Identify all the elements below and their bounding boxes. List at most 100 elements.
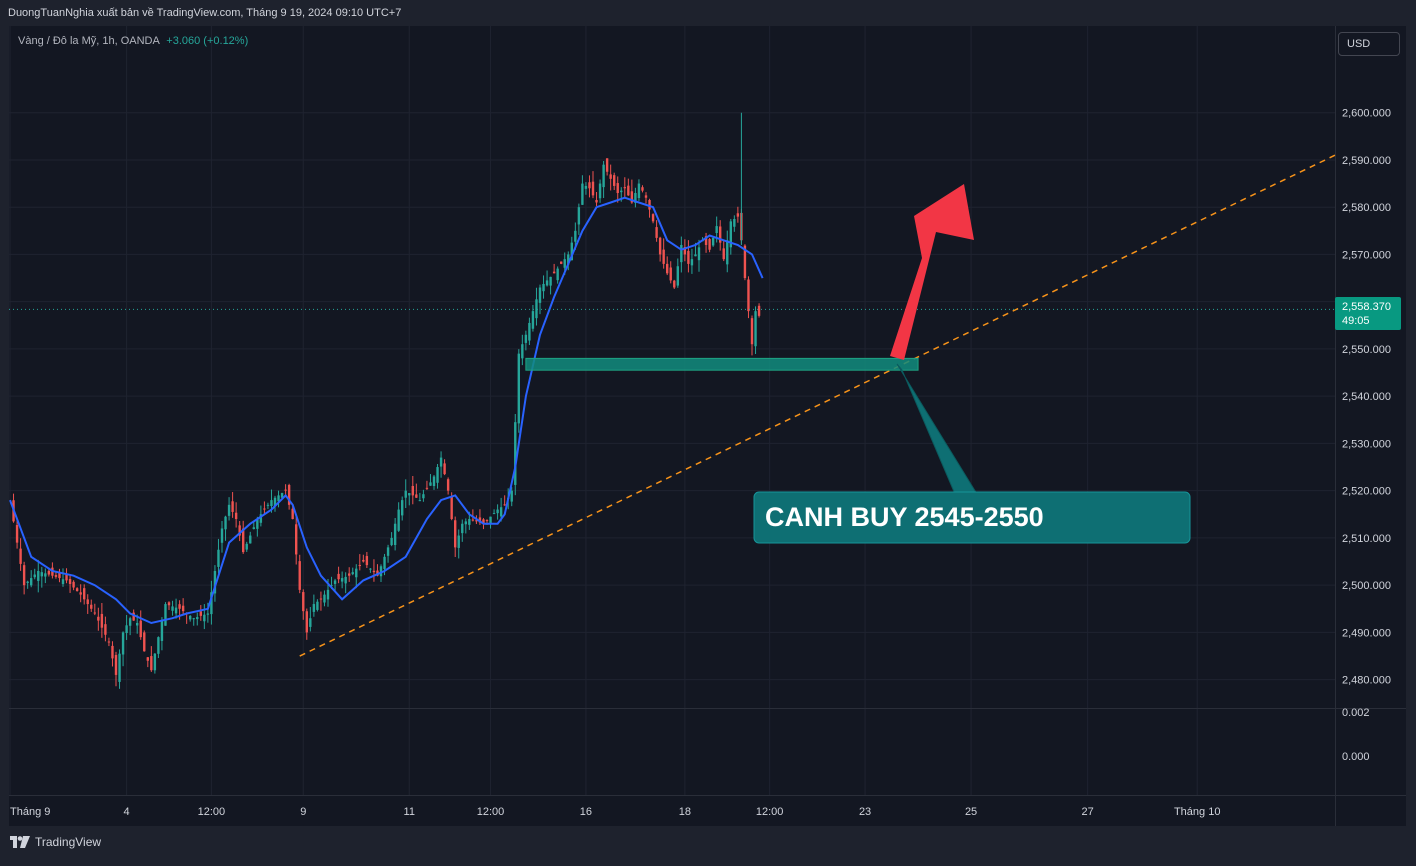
candle-body <box>517 353 520 424</box>
candle-body <box>524 334 528 343</box>
ema-line <box>9 196 764 625</box>
y-tick-label: 2,570.000 <box>1342 249 1391 261</box>
x-tick-label: 4 <box>124 806 130 818</box>
footer-brand[interactable]: TradingView <box>10 835 101 849</box>
price-change: +3.060 (+0.12%) <box>166 35 249 47</box>
candle-body <box>422 494 425 499</box>
candle-body <box>651 214 655 222</box>
candle-body <box>58 573 61 579</box>
candle-body <box>146 657 149 661</box>
candle-body <box>673 280 676 288</box>
x-tick-label: 12:00 <box>198 806 226 818</box>
candle-body <box>429 482 432 486</box>
up-arrow[interactable] <box>890 184 974 360</box>
candle-body <box>634 193 637 203</box>
candle-body <box>556 268 559 281</box>
candle-body <box>238 525 241 536</box>
candle-body <box>263 508 266 510</box>
candle-body <box>514 422 517 485</box>
candle-body <box>121 632 125 655</box>
candle-body <box>711 237 715 246</box>
candle-body <box>415 494 418 498</box>
candle-body <box>432 476 436 487</box>
symbol-name[interactable]: Vàng / Đô la Mỹ, 1h, OANDA <box>18 35 160 47</box>
candle-body <box>72 581 75 588</box>
candle-body <box>136 622 139 626</box>
candle-body <box>33 574 36 578</box>
candle-body <box>351 572 354 575</box>
candle-body <box>630 191 634 203</box>
candle-body <box>637 183 641 198</box>
candle-body <box>319 598 323 600</box>
trendline[interactable] <box>299 154 1336 657</box>
candle-body <box>298 561 301 590</box>
candle-body <box>383 556 386 569</box>
candle-body <box>545 280 549 286</box>
candle-body <box>482 519 485 524</box>
candle-body <box>485 520 489 522</box>
candle-body <box>393 523 397 545</box>
candle-body <box>620 190 623 193</box>
candle-body <box>386 547 390 556</box>
candle-body <box>231 501 234 512</box>
candle-body <box>372 570 376 573</box>
candle-body <box>577 207 581 225</box>
candle-body <box>181 605 185 612</box>
candle-body <box>450 496 453 520</box>
publisher-line: DuongTuanNghia xuất bản về TradingView.c… <box>8 7 402 19</box>
candle-body <box>397 509 400 531</box>
candle-body <box>496 509 499 514</box>
candle-body <box>697 247 701 261</box>
candle-body <box>570 242 573 261</box>
x-tick-label: Tháng 10 <box>1174 806 1220 818</box>
candle-body <box>538 287 542 303</box>
candle-body <box>641 187 644 191</box>
candle-body <box>277 495 280 502</box>
x-tick-label: 25 <box>965 806 977 818</box>
candle-body <box>118 653 121 682</box>
candle-body <box>90 604 93 609</box>
candle-body <box>224 516 227 530</box>
candle-body <box>259 514 263 523</box>
candle-body <box>401 500 404 516</box>
candle-body <box>340 578 344 582</box>
candle-body <box>83 588 86 600</box>
candle-body <box>655 227 658 238</box>
candle-body <box>425 487 429 489</box>
candle-body <box>54 575 58 577</box>
candle-body <box>333 580 337 584</box>
candle-body <box>690 259 694 266</box>
candle-body <box>457 535 460 548</box>
y-tick-label: 2,510.000 <box>1342 533 1391 545</box>
candle-body <box>93 612 96 614</box>
candle-body <box>150 656 153 671</box>
plot-background <box>9 26 1406 826</box>
candle-body <box>362 559 365 562</box>
candle-body <box>411 486 414 496</box>
x-tick-label: Tháng 9 <box>10 806 50 818</box>
x-tick-label: 12:00 <box>477 806 505 818</box>
candle-body <box>344 576 347 584</box>
callout-box[interactable] <box>753 491 1191 544</box>
candle-body <box>309 618 312 627</box>
candle-body <box>302 592 305 612</box>
x-tick-label: 9 <box>300 806 306 818</box>
candle-body <box>22 565 26 586</box>
candle-body <box>153 653 157 671</box>
candle-body <box>213 570 217 594</box>
buy-zone-box[interactable] <box>525 357 919 371</box>
candle-body <box>528 322 531 341</box>
candle-body <box>68 578 72 584</box>
candle-body <box>535 299 538 319</box>
candle-body <box>669 267 672 281</box>
candle-body <box>627 185 630 196</box>
candle-body <box>605 158 609 172</box>
y-tick-label: 2,500.000 <box>1342 580 1391 592</box>
candle-body <box>40 572 43 577</box>
candle-body <box>107 641 111 643</box>
x-tick-label: 23 <box>859 806 871 818</box>
currency-button[interactable]: USD <box>1338 32 1400 56</box>
candle-body <box>478 517 482 523</box>
candle-body <box>330 585 333 587</box>
